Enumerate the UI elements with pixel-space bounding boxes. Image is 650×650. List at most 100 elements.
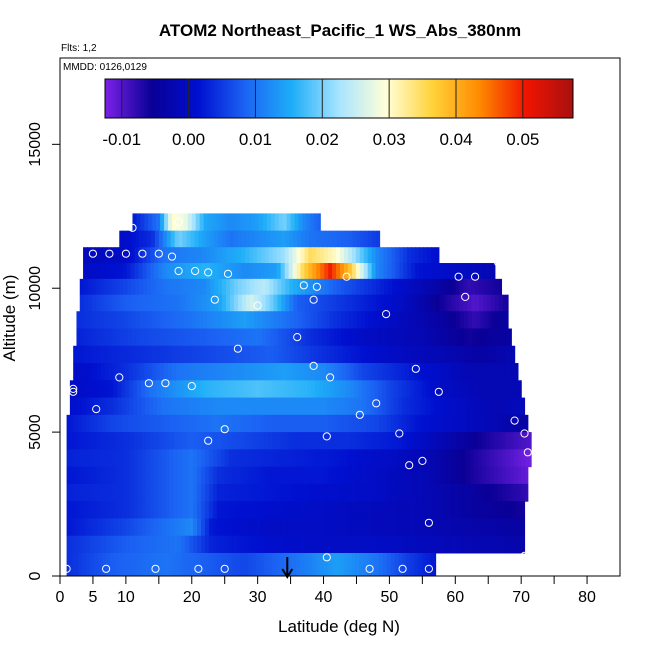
heatmap-cell [334,380,340,399]
heatmap-cell [380,294,385,312]
heatmap-cell [256,414,261,433]
heatmap-cell [134,263,139,280]
heatmap-cell [216,380,221,399]
heatmap-cell [98,552,103,576]
heatmap-cell [402,552,408,576]
heatmap-cell [141,518,147,537]
heatmap-cell [353,345,359,364]
heatmap-cell [214,230,219,248]
heatmap-cell [461,432,467,450]
heatmap-cell [245,230,251,248]
heatmap-cell [493,501,499,519]
heatmap-cell [220,552,226,576]
heatmap-cell [133,466,139,485]
heatmap-cell [240,501,246,519]
heatmap-cell [262,363,268,381]
heatmap-cell [475,311,481,330]
heatmap-cell [291,380,296,399]
heatmap-cell [192,380,197,399]
heatmap-cell [226,278,231,296]
heatmap-cell [367,466,372,485]
heatmap-cell [106,263,112,280]
heatmap-cell [315,483,321,502]
heatmap-cell [347,552,352,576]
heatmap-cell [224,432,230,450]
heatmap-cell [176,380,182,399]
heatmap-cell [269,278,275,296]
heatmap-cell [287,449,293,468]
heatmap-cell [422,432,427,450]
heatmap-cell [151,311,157,330]
heatmap-cell [414,432,419,450]
heatmap-cell [143,328,149,347]
heatmap-cell [358,397,363,416]
heatmap-cell [101,380,107,399]
colorbar-segment [372,79,375,118]
heatmap-cell [384,328,390,347]
heatmap-cell [456,363,462,381]
heatmap-cell [399,294,405,312]
heatmap-cell [453,397,458,416]
heatmap-cell [300,247,306,264]
heatmap-cell [378,535,384,554]
sample-point [326,373,335,382]
heatmap-cell [345,328,350,347]
heatmap-cell [410,466,416,485]
heatmap-cell [304,247,309,264]
heatmap-cell [243,363,248,381]
heatmap-cell [311,535,317,554]
heatmap-cell [97,380,103,399]
sample-point [382,310,391,319]
heatmap-cell [181,483,186,502]
heatmap-cell [301,328,307,347]
heatmap-cell [145,414,151,433]
heatmap-cell [257,278,263,296]
heatmap-cell [374,432,380,450]
heatmap-cell [434,247,440,264]
colorbar-segment [118,79,122,118]
heatmap-cell [222,278,227,296]
heatmap-cell [290,345,296,364]
heatmap-cell [480,380,486,399]
heatmap-cell [471,311,477,330]
heatmap-cell [119,328,125,347]
heatmap-cell [424,328,429,347]
sample-point [121,249,131,258]
heatmap-cell [133,518,139,537]
heatmap-cell [459,311,465,330]
heatmap-cell [469,380,474,399]
heatmap-cell [115,294,120,312]
heatmap-cell [237,247,242,264]
heatmap-cell [106,518,111,537]
heatmap-cell [355,414,360,433]
heatmap-cell [388,328,394,347]
heatmap-cell [282,345,288,364]
heatmap-cell [529,432,532,450]
heatmap-cell [265,294,271,312]
heatmap-cell [120,345,126,364]
heatmap-cell [356,294,362,312]
heatmap-cell [355,247,361,264]
heatmap-cell [270,311,275,330]
heatmap-cell [513,518,518,537]
heatmap-cell [324,247,329,264]
sample-point [322,553,331,562]
heatmap-cell [357,363,363,381]
heatmap-cell [477,501,483,519]
heatmap-cell [330,397,336,416]
heatmap-cell [339,518,344,537]
heatmap-cell [273,230,279,248]
heatmap-cell [501,535,506,554]
colorbar-segment [196,79,200,118]
colorbar-segment [537,79,541,118]
heatmap-cell [305,311,311,330]
heatmap-cell [86,501,91,519]
heatmap-cell [203,363,209,381]
heatmap-cell [453,449,459,468]
heatmap-cell [307,397,312,416]
heatmap-cell [245,247,250,264]
heatmap-cell [346,397,352,416]
heatmap-cell [311,518,317,537]
heatmap-cell [139,328,145,347]
heatmap-cell [185,414,190,433]
